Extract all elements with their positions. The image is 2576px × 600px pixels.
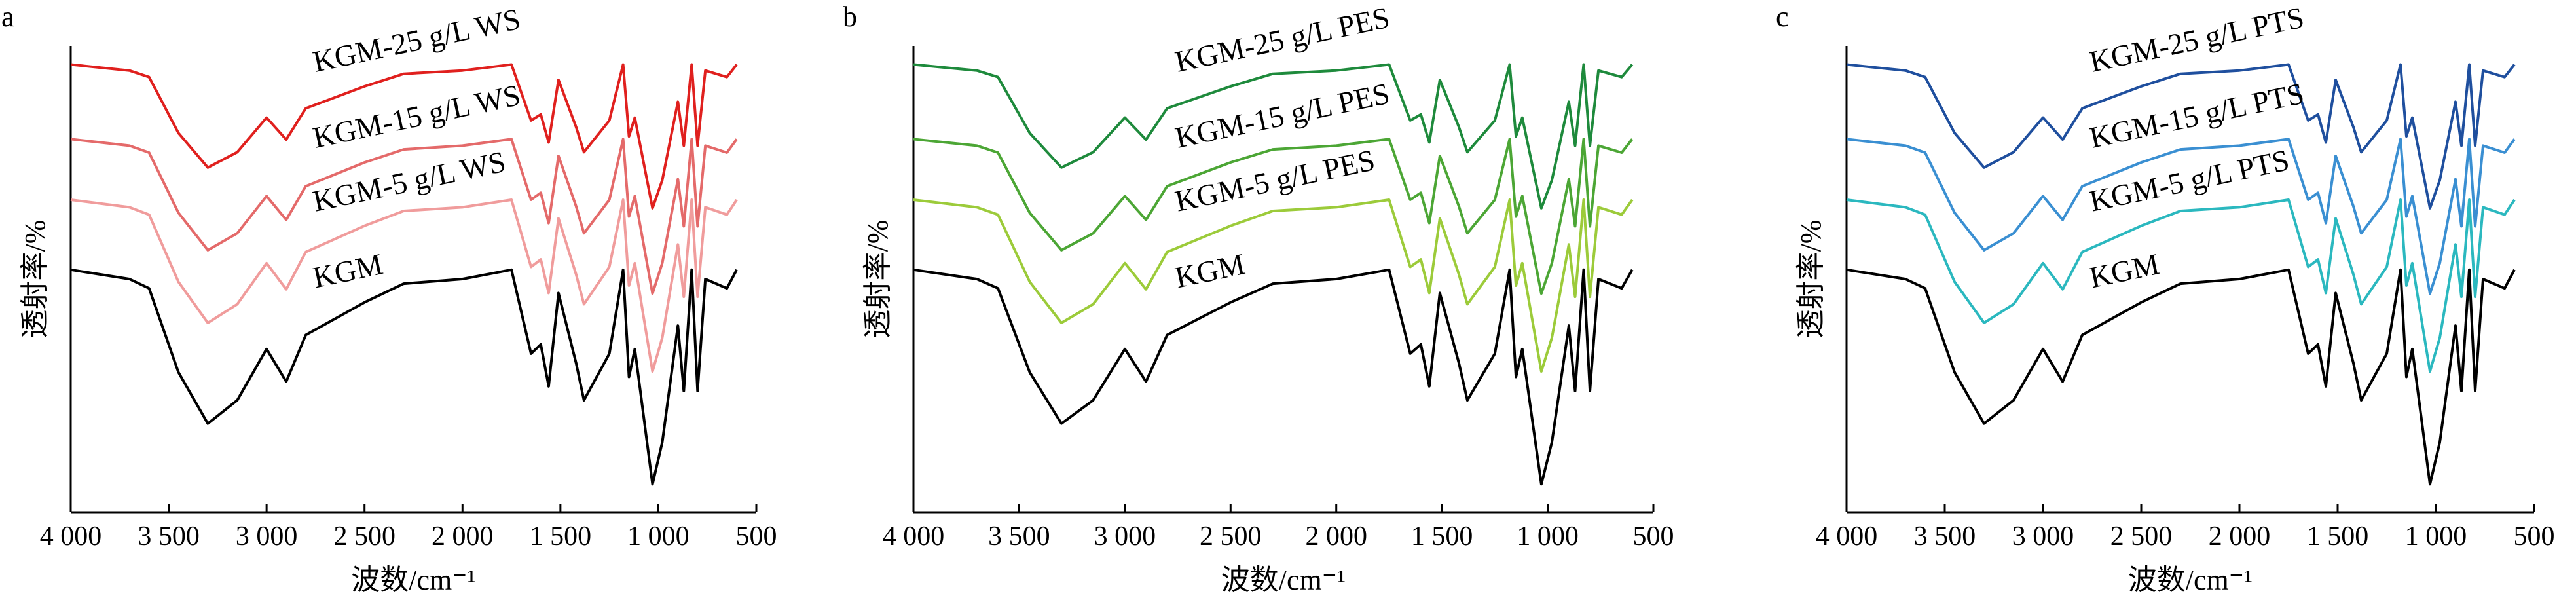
series-line-3 xyxy=(70,268,738,486)
x-tick-label: 3 500 xyxy=(138,521,200,552)
series-label: KGM xyxy=(2086,247,2162,294)
x-axis-label: 波数/cm⁻¹ xyxy=(2128,564,2253,596)
series-line-3 xyxy=(913,268,1634,486)
series-line-0 xyxy=(913,63,1634,210)
series-label: KGM xyxy=(310,247,386,294)
panel-label: b xyxy=(843,1,857,33)
series-label: KGM-15 g/L PTS xyxy=(2086,77,2306,155)
series-line-3 xyxy=(1846,268,2516,486)
x-tick-label: 1 000 xyxy=(1517,521,1579,552)
panel-label: a xyxy=(1,1,14,33)
x-tick-label: 500 xyxy=(736,521,777,552)
x-axis-label: 波数/cm⁻¹ xyxy=(351,564,475,596)
x-axis-label: 波数/cm⁻¹ xyxy=(1221,564,1346,596)
x-tick-label: 2 500 xyxy=(2110,521,2173,552)
panel-label: c xyxy=(1776,1,1789,33)
x-tick-label: 3 500 xyxy=(1914,521,1976,552)
x-tick-label: 500 xyxy=(2514,521,2555,552)
x-tick-label: 1 500 xyxy=(2307,521,2369,552)
x-tick-label: 1 000 xyxy=(2405,521,2467,552)
series-line-2 xyxy=(70,198,738,373)
x-tick-label: 1 500 xyxy=(530,521,592,552)
y-axis-label: 透射率/% xyxy=(862,220,894,339)
x-tick-label: 1 000 xyxy=(627,521,690,552)
x-tick-label: 3 000 xyxy=(2012,521,2074,552)
x-tick-label: 4 000 xyxy=(883,521,945,552)
series-label: KGM xyxy=(1172,247,1248,294)
x-tick-label: 3 500 xyxy=(988,521,1050,552)
series-line-2 xyxy=(913,198,1634,373)
x-tick-label: 2 500 xyxy=(333,521,396,552)
x-tick-label: 2 000 xyxy=(432,521,494,552)
series-label: KGM-5 g/L PTS xyxy=(2086,143,2292,217)
series-line-1 xyxy=(913,138,1634,295)
x-tick-label: 4 000 xyxy=(1816,521,1878,552)
series-line-0 xyxy=(1846,63,2516,210)
x-tick-label: 3 000 xyxy=(1094,521,1156,552)
x-tick-label: 2 500 xyxy=(1200,521,1262,552)
x-tick-label: 2 000 xyxy=(2209,521,2271,552)
series-line-2 xyxy=(1846,198,2516,373)
x-tick-label: 4 000 xyxy=(40,521,102,552)
series-label: KGM-5 g/L WS xyxy=(310,145,508,218)
x-tick-label: 500 xyxy=(1633,521,1674,552)
x-tick-label: 2 000 xyxy=(1305,521,1367,552)
x-tick-label: 3 000 xyxy=(236,521,298,552)
series-line-1 xyxy=(70,138,738,295)
y-axis-label: 透射率/% xyxy=(19,220,51,339)
series-line-1 xyxy=(1846,138,2516,295)
series-line-0 xyxy=(70,63,738,210)
y-axis-label: 透射率/% xyxy=(1795,220,1827,339)
x-tick-label: 1 500 xyxy=(1411,521,1473,552)
